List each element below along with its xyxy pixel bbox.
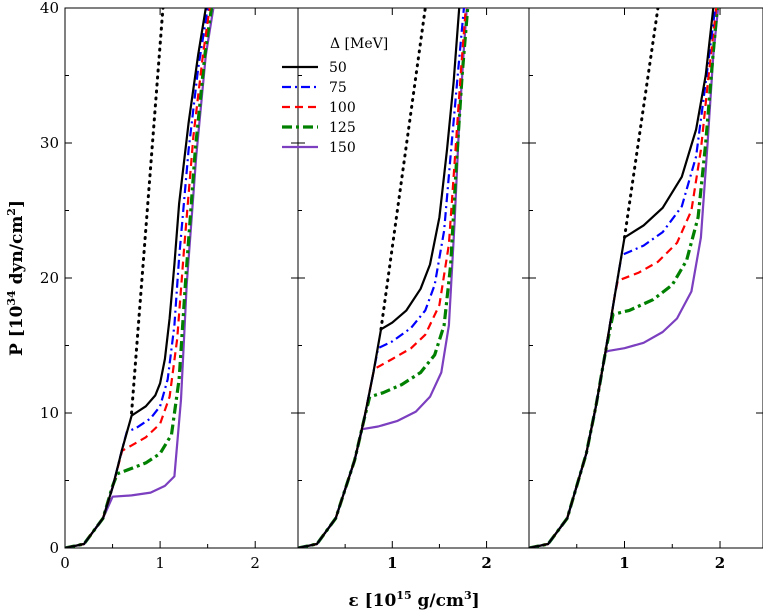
- legend-label: 150: [329, 140, 356, 156]
- x-tick-label: 2: [715, 554, 725, 572]
- x-axis-label-exp1: 15: [396, 589, 411, 602]
- y-axis-label-mid: dyn/cm: [7, 216, 27, 291]
- series-line-150: [298, 8, 468, 548]
- series-line-50: [298, 8, 461, 548]
- legend-label: 100: [329, 100, 356, 116]
- series-line-100: [298, 8, 467, 548]
- x-tick-label: 2: [250, 554, 260, 572]
- panel-1: 0 10 20 30 40 0 1 2: [40, 0, 299, 572]
- plot-area: [298, 8, 470, 548]
- x-tick-label: 1: [619, 554, 629, 572]
- legend-item-50: 50: [282, 60, 347, 76]
- y-axis-label-exp2: 2: [5, 208, 18, 216]
- panel-frame: [528, 7, 763, 549]
- y-axis-label-exp1: 34: [5, 290, 18, 306]
- y-tick-label: 10: [40, 404, 59, 422]
- y-tick-label: 0: [49, 539, 59, 557]
- y-axis-label-end: ]: [7, 200, 27, 208]
- legend-label: 75: [329, 80, 347, 96]
- legend: Δ [MeV] 50 75 100 125 150: [282, 36, 388, 156]
- x-tick-label: 1: [387, 554, 397, 572]
- legend-item-150: 150: [282, 140, 356, 156]
- series-line-100: [529, 8, 718, 548]
- y-axis-label-base: P [10: [7, 305, 27, 356]
- x-axis-label-base: ε [10: [348, 591, 396, 611]
- legend-label: 125: [329, 120, 356, 136]
- y-tick-label: 30: [40, 134, 59, 152]
- reference-dotted-line: [130, 8, 165, 415]
- legend-label: 50: [329, 60, 347, 76]
- legend-item-75: 75: [282, 80, 347, 96]
- series-line-50: [529, 8, 715, 548]
- legend-items: 50 75 100 125 150: [282, 60, 356, 156]
- x-axis-label-mid: g/cm: [412, 591, 464, 611]
- x-tick-label: 1: [155, 554, 165, 572]
- series-line-50: [65, 8, 207, 548]
- y-axis-label: P [1034 dyn/cm2]: [5, 200, 27, 356]
- legend-title: Δ [MeV]: [330, 36, 388, 52]
- x-axis-label-exp2: 3: [464, 589, 472, 602]
- plot-area: [65, 8, 215, 548]
- y-tick-label: 40: [40, 0, 59, 17]
- series-line-75: [298, 8, 465, 548]
- x-axis-label: ε [1015 g/cm3]: [348, 589, 479, 611]
- x-tick-label: 2: [481, 554, 491, 572]
- legend-item-125: 125: [282, 120, 356, 136]
- reference-dotted-line: [623, 8, 660, 239]
- series-line-125: [65, 8, 214, 548]
- x-tick-label: 0: [60, 554, 70, 572]
- y-tick-label: 20: [40, 269, 59, 287]
- series-line-125: [298, 8, 470, 548]
- reference-dotted-line: [379, 8, 427, 331]
- x-axis-label-end: ]: [472, 591, 480, 611]
- plot-area: [529, 8, 720, 548]
- legend-item-100: 100: [282, 100, 356, 116]
- series-line-125: [529, 8, 719, 548]
